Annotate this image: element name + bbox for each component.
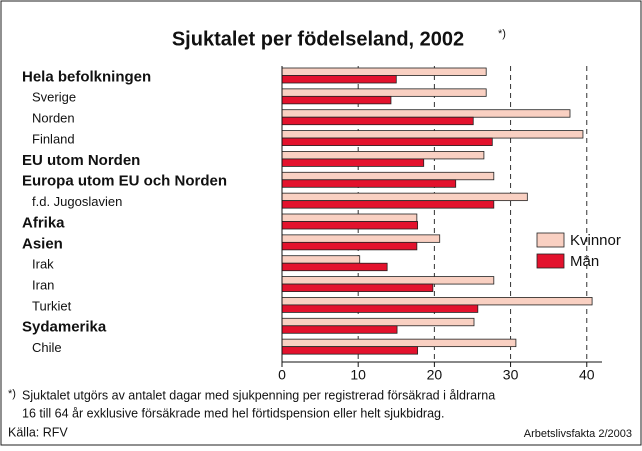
category-label: Asien bbox=[22, 235, 63, 252]
category-label: EU utom Norden bbox=[22, 152, 140, 169]
x-tick-label: 20 bbox=[427, 367, 443, 383]
x-tick-label: 0 bbox=[278, 367, 286, 383]
footnote-mark: *) bbox=[8, 388, 16, 400]
bar bbox=[281, 151, 485, 160]
publication: Arbetslivsfakta 2/2003 bbox=[524, 428, 632, 440]
x-tick-label: 30 bbox=[503, 367, 519, 383]
legend-label: Kvinnor bbox=[570, 232, 621, 249]
bar bbox=[281, 276, 495, 285]
category-label: Irak bbox=[32, 257, 54, 272]
bar bbox=[281, 116, 474, 126]
chart-title: Sjuktalet per födelseland, 2002 bbox=[172, 28, 464, 50]
bar bbox=[281, 304, 479, 313]
bar bbox=[281, 109, 571, 118]
category-label: Sverige bbox=[32, 90, 76, 105]
bar bbox=[281, 88, 487, 97]
category-label: Norden bbox=[32, 111, 75, 126]
bar bbox=[281, 283, 434, 292]
bar bbox=[281, 338, 517, 348]
category-label: Afrika bbox=[22, 214, 65, 231]
bar bbox=[281, 213, 418, 222]
bar bbox=[281, 67, 487, 76]
bar bbox=[281, 317, 475, 327]
bar bbox=[281, 221, 419, 230]
category-label: f.d. Jugoslavien bbox=[32, 194, 122, 209]
bar bbox=[281, 95, 392, 105]
bar bbox=[281, 192, 528, 202]
bar bbox=[281, 171, 495, 181]
bar bbox=[281, 346, 419, 355]
bar bbox=[281, 158, 425, 167]
footnote: Sjuktalet utgörs av antalet dagar med sj… bbox=[22, 388, 495, 402]
x-tick-label: 10 bbox=[350, 367, 366, 383]
bar bbox=[281, 200, 495, 209]
bar bbox=[281, 262, 388, 272]
bar bbox=[281, 75, 397, 84]
category-label: Finland bbox=[32, 131, 75, 146]
bar bbox=[281, 297, 593, 306]
bar bbox=[281, 255, 361, 264]
legend-swatch bbox=[536, 253, 565, 269]
category-label: Hela befolkningen bbox=[22, 68, 151, 85]
bar bbox=[281, 179, 457, 188]
bar bbox=[281, 241, 418, 251]
title-note: *) bbox=[498, 28, 506, 40]
category-label: Chile bbox=[32, 340, 62, 355]
category-label: Turkiet bbox=[32, 298, 72, 313]
category-label: Sydamerika bbox=[22, 319, 107, 336]
bar bbox=[281, 234, 441, 243]
category-label: Iran bbox=[32, 277, 54, 292]
bar bbox=[281, 325, 398, 334]
x-tick-label: 40 bbox=[579, 367, 595, 383]
legend-label: Män bbox=[570, 253, 599, 270]
footnote: 16 till 64 år exklusive försäkrade med h… bbox=[22, 406, 444, 420]
source: Källa: RFV bbox=[8, 425, 68, 439]
bar bbox=[281, 130, 584, 139]
bar bbox=[281, 137, 493, 146]
category-label: Europa utom EU och Norden bbox=[22, 173, 227, 190]
legend-swatch bbox=[536, 232, 565, 248]
